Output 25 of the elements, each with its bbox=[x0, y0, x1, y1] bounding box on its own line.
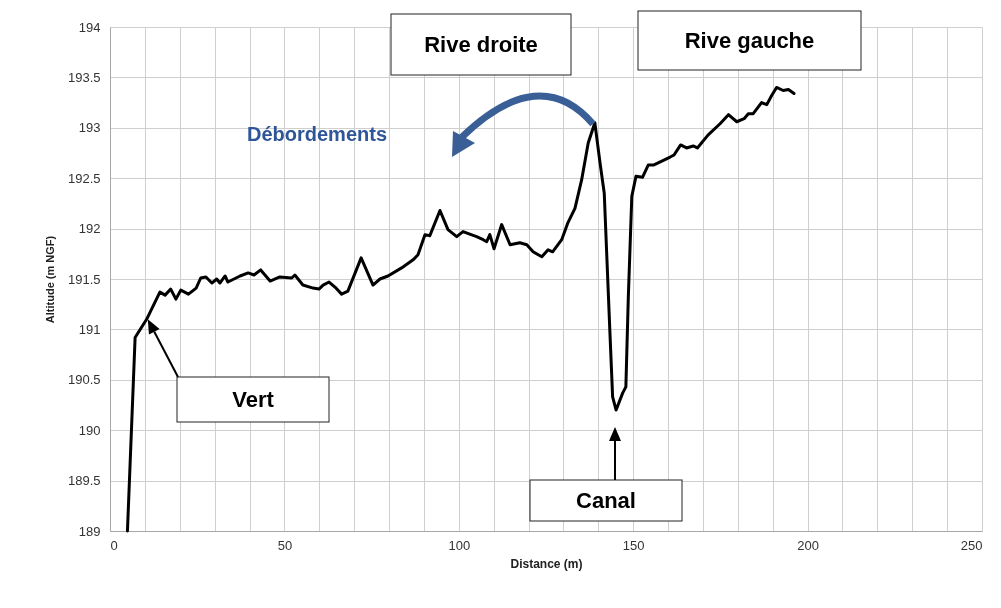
x-axis-title: Distance (m) bbox=[510, 556, 583, 571]
y-tick-label: 191 bbox=[78, 321, 101, 337]
x-tick-label: 150 bbox=[622, 537, 645, 553]
line-series bbox=[125, 85, 796, 533]
y-tick-label: 189.5 bbox=[67, 473, 101, 489]
y-tick-label: 192.5 bbox=[67, 170, 101, 186]
y-tick-label: 194 bbox=[78, 19, 101, 35]
x-tick-label: 0 bbox=[110, 537, 118, 553]
y-tick-label: 192 bbox=[78, 221, 101, 237]
x-tick-label: 200 bbox=[797, 537, 819, 553]
annotation: Débordements bbox=[247, 123, 388, 145]
y-axis-title: Altitude (m NGF) bbox=[43, 235, 56, 324]
y-tick-label: 189 bbox=[78, 523, 101, 539]
x-tick-label: 100 bbox=[448, 537, 471, 553]
y-tick-label: 190 bbox=[78, 422, 101, 438]
annotation: Vert bbox=[232, 387, 275, 413]
annotation: Rive gauche bbox=[684, 28, 815, 54]
y-tick-label: 193.5 bbox=[67, 69, 101, 85]
y-tick-label: 190.5 bbox=[67, 372, 101, 388]
y-tick-label: 191.5 bbox=[67, 271, 101, 287]
annotation: Canal bbox=[576, 488, 636, 514]
x-tick-label: 250 bbox=[960, 537, 983, 553]
y-tick-label: 193 bbox=[78, 120, 101, 136]
annotation: Rive droite bbox=[424, 32, 538, 58]
x-tick-label: 50 bbox=[277, 537, 293, 553]
